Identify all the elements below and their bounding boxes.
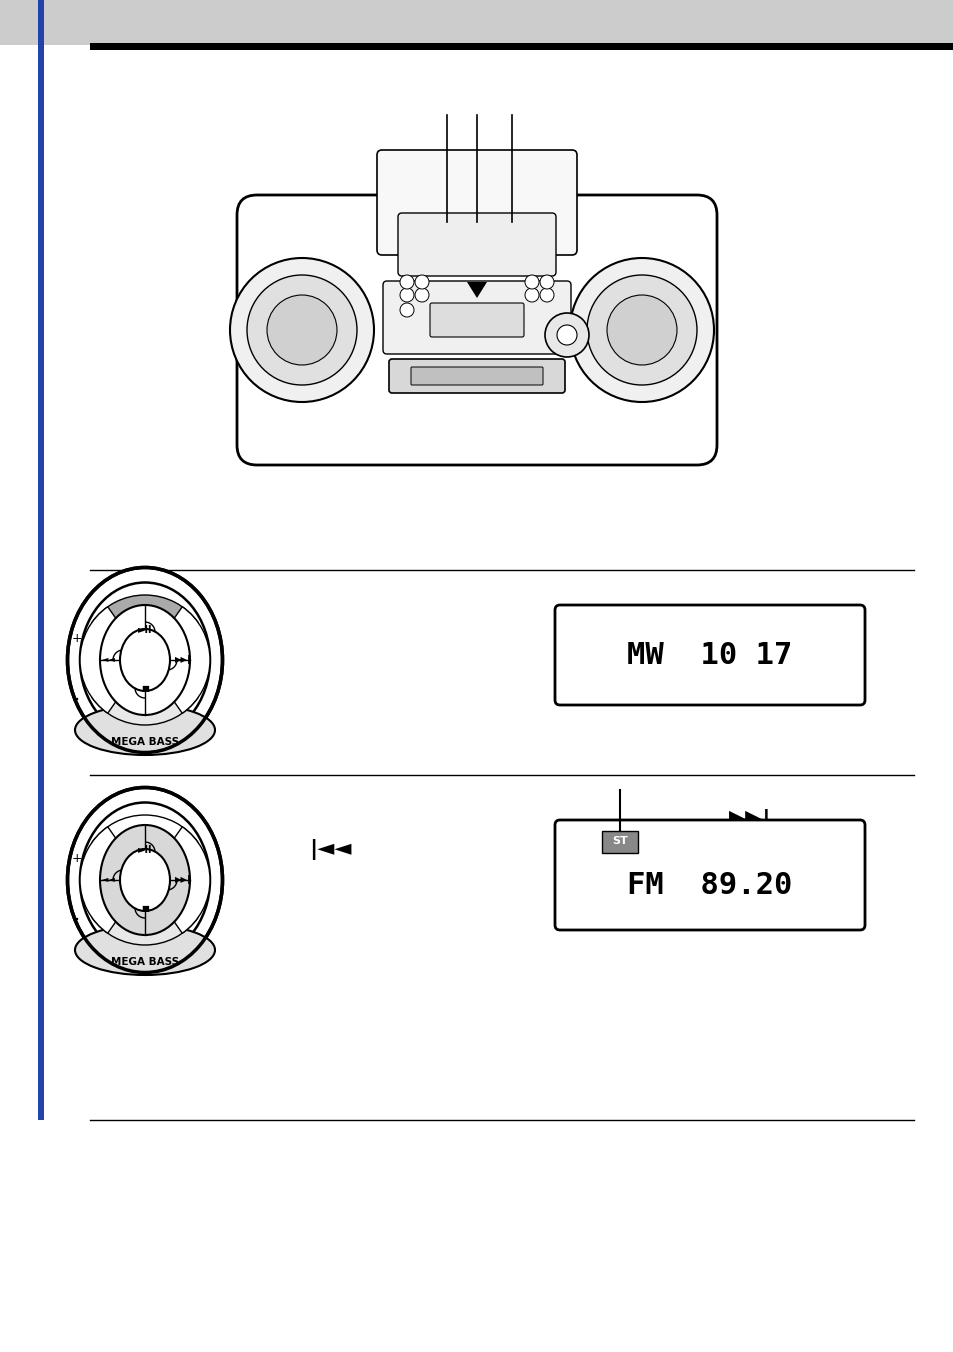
Wedge shape: [91, 595, 198, 639]
Text: FM  89.20: FM 89.20: [627, 871, 792, 899]
Bar: [601, 831, 638, 853]
Circle shape: [539, 274, 554, 289]
Text: +: +: [71, 631, 82, 645]
Circle shape: [524, 274, 538, 289]
FancyBboxPatch shape: [555, 604, 864, 704]
FancyBboxPatch shape: [389, 360, 564, 393]
Circle shape: [399, 288, 414, 301]
Wedge shape: [80, 607, 125, 714]
Text: ▶▶|: ▶▶|: [174, 656, 191, 664]
Text: MW  10 17: MW 10 17: [627, 641, 792, 669]
Wedge shape: [165, 607, 210, 714]
Text: |◄◄: |◄◄: [309, 840, 351, 860]
Circle shape: [539, 288, 554, 301]
FancyBboxPatch shape: [411, 366, 542, 385]
Polygon shape: [467, 283, 486, 297]
Circle shape: [415, 288, 429, 301]
Ellipse shape: [120, 629, 170, 691]
Ellipse shape: [68, 787, 222, 972]
Bar: [90, 43, 953, 50]
Text: ►II: ►II: [137, 845, 152, 854]
Text: ▶▶|: ▶▶|: [728, 810, 770, 830]
Text: |◄◄: |◄◄: [99, 656, 115, 664]
Text: ►II: ►II: [137, 625, 152, 635]
Text: ■: ■: [141, 684, 149, 692]
Text: ·: ·: [73, 691, 80, 710]
Text: ▶▶|: ▶▶|: [174, 876, 191, 884]
Ellipse shape: [75, 925, 214, 975]
Text: ST: ST: [612, 836, 627, 846]
Circle shape: [524, 288, 538, 301]
Text: ■: ■: [141, 903, 149, 913]
FancyBboxPatch shape: [376, 150, 577, 256]
Bar: [38, 0, 44, 1119]
FancyBboxPatch shape: [382, 281, 571, 354]
FancyBboxPatch shape: [430, 303, 523, 337]
Circle shape: [267, 295, 336, 365]
Circle shape: [586, 274, 697, 385]
Circle shape: [399, 303, 414, 316]
Circle shape: [557, 324, 577, 345]
Text: +: +: [71, 852, 82, 864]
FancyBboxPatch shape: [555, 821, 864, 930]
Ellipse shape: [80, 583, 210, 737]
Circle shape: [569, 258, 713, 402]
FancyBboxPatch shape: [236, 195, 717, 465]
Text: ·: ·: [73, 910, 80, 930]
Ellipse shape: [80, 803, 210, 957]
Ellipse shape: [100, 825, 190, 936]
Bar: [0, 0, 953, 45]
Ellipse shape: [100, 604, 190, 715]
Wedge shape: [91, 680, 198, 725]
Ellipse shape: [120, 849, 170, 911]
Text: MEGA BASS: MEGA BASS: [111, 957, 179, 967]
Text: MEGA BASS: MEGA BASS: [111, 737, 179, 748]
Wedge shape: [91, 900, 198, 945]
Circle shape: [247, 274, 356, 385]
Circle shape: [230, 258, 374, 402]
Wedge shape: [165, 827, 210, 933]
Circle shape: [544, 314, 588, 357]
Wedge shape: [91, 815, 198, 860]
Ellipse shape: [252, 439, 701, 461]
Circle shape: [606, 295, 677, 365]
Ellipse shape: [75, 704, 214, 754]
FancyBboxPatch shape: [397, 214, 556, 276]
Wedge shape: [80, 827, 125, 933]
Circle shape: [415, 274, 429, 289]
Circle shape: [399, 274, 414, 289]
Text: |◄◄: |◄◄: [99, 876, 115, 884]
Ellipse shape: [68, 568, 222, 753]
